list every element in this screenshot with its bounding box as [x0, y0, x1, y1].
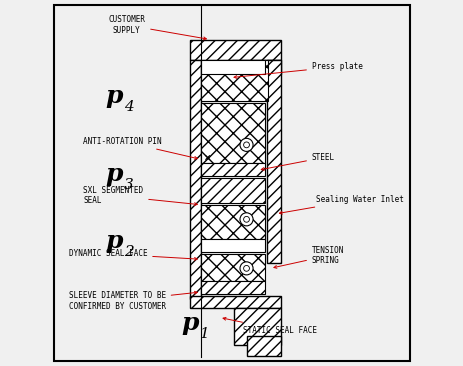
- Text: Sealing Water Inlet: Sealing Water Inlet: [279, 195, 402, 214]
- Text: 2: 2: [123, 245, 133, 259]
- Text: p: p: [105, 84, 122, 108]
- Text: p: p: [181, 311, 199, 335]
- Text: SLEEVE DIAMETER TO BE
CONFIRMED BY CUSTOMER: SLEEVE DIAMETER TO BE CONFIRMED BY CUSTO…: [69, 291, 197, 311]
- Bar: [200, 239, 264, 252]
- Bar: [232, 60, 281, 74]
- Bar: [200, 281, 264, 294]
- Text: ANTI-ROTATION PIN: ANTI-ROTATION PIN: [83, 137, 197, 159]
- Bar: [200, 60, 268, 101]
- Circle shape: [243, 265, 249, 271]
- Text: CUSTOMER
SUPPLY: CUSTOMER SUPPLY: [108, 15, 206, 40]
- Text: p: p: [105, 162, 122, 186]
- Bar: [233, 308, 281, 345]
- Bar: [190, 60, 200, 299]
- Circle shape: [243, 216, 249, 222]
- Text: TENSION
SPRING: TENSION SPRING: [273, 246, 344, 268]
- Circle shape: [243, 142, 249, 148]
- Bar: [266, 60, 281, 263]
- Text: 4: 4: [123, 100, 133, 114]
- Text: p: p: [105, 229, 122, 253]
- Bar: [200, 178, 264, 203]
- Text: STEEL: STEEL: [261, 153, 334, 171]
- Text: STATIC SEAL FACE: STATIC SEAL FACE: [223, 317, 316, 335]
- Text: Press plate: Press plate: [233, 62, 362, 78]
- Bar: [200, 254, 264, 281]
- Text: DYNAMIC SEAL FACE: DYNAMIC SEAL FACE: [69, 249, 197, 260]
- Text: 1: 1: [200, 327, 209, 341]
- Circle shape: [239, 262, 252, 275]
- Bar: [190, 40, 281, 60]
- Text: SXL SEGMENTED
SEAL: SXL SEGMENTED SEAL: [83, 186, 197, 205]
- Bar: [246, 336, 281, 355]
- Text: 3: 3: [123, 178, 133, 192]
- Bar: [200, 163, 264, 176]
- Bar: [200, 60, 264, 74]
- Bar: [200, 205, 264, 239]
- Circle shape: [239, 213, 252, 226]
- Bar: [200, 103, 264, 163]
- Circle shape: [239, 138, 252, 152]
- Bar: [190, 296, 281, 308]
